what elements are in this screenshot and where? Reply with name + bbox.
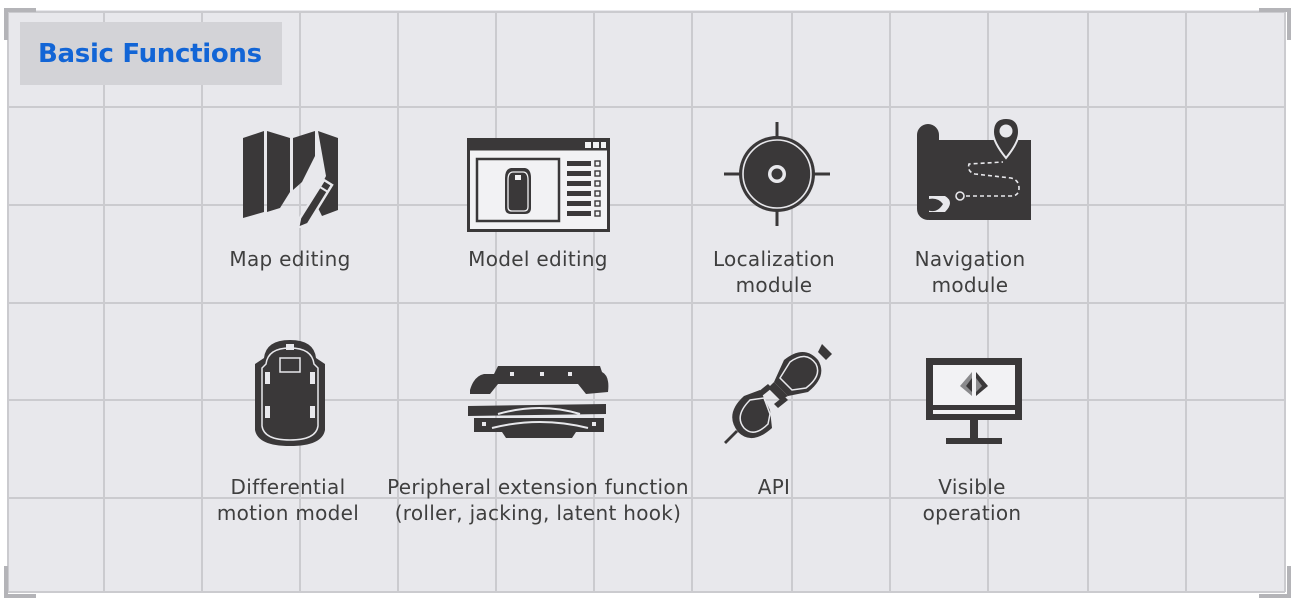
label-line: Model editing bbox=[468, 247, 608, 271]
corner-bracket-top-left bbox=[4, 8, 36, 40]
corner-bracket-bottom-right bbox=[1259, 566, 1291, 598]
robot-chassis-icon bbox=[255, 340, 325, 446]
label-line: Differential bbox=[230, 475, 346, 499]
label-line: Map editing bbox=[229, 247, 351, 271]
label-line: API bbox=[757, 475, 791, 499]
label-line: motion model bbox=[216, 501, 360, 525]
corner-bracket-bottom-left bbox=[4, 566, 36, 598]
navigation-map-pin-icon bbox=[917, 116, 1031, 220]
function-label-localization-module: Localization module bbox=[674, 246, 874, 298]
model-window-icon bbox=[467, 138, 610, 232]
label-line: Peripheral extension function bbox=[387, 475, 689, 499]
peripheral-jacking-icon bbox=[468, 366, 609, 438]
label-line: (roller, jacking, latent hook) bbox=[394, 501, 682, 525]
label-line: module bbox=[931, 273, 1009, 297]
function-label-peripheral-extension: Peripheral extension function (roller, j… bbox=[378, 474, 698, 526]
label-line: operation bbox=[922, 501, 1022, 525]
section-title-box: Basic Functions bbox=[20, 22, 282, 85]
map-pencil-icon bbox=[243, 131, 338, 228]
function-label-visible-operation: Visible operation bbox=[872, 474, 1072, 526]
section-title: Basic Functions bbox=[38, 38, 262, 69]
function-label-differential-motion-model: Differential motion model bbox=[188, 474, 388, 526]
monitor-icon bbox=[926, 358, 1022, 444]
function-label-api: API bbox=[674, 474, 874, 500]
label-line: module bbox=[735, 273, 813, 297]
function-label-model-editing: Model editing bbox=[438, 246, 638, 272]
corner-bracket-top-right bbox=[1259, 8, 1291, 40]
plug-socket-icon bbox=[724, 344, 832, 444]
function-label-map-editing: Map editing bbox=[190, 246, 390, 272]
label-line: Navigation bbox=[914, 247, 1026, 271]
label-line: Visible bbox=[938, 475, 1006, 499]
function-label-navigation-module: Navigation module bbox=[870, 246, 1070, 298]
crosshair-target-icon bbox=[724, 122, 830, 226]
label-line: Localization bbox=[712, 247, 836, 271]
